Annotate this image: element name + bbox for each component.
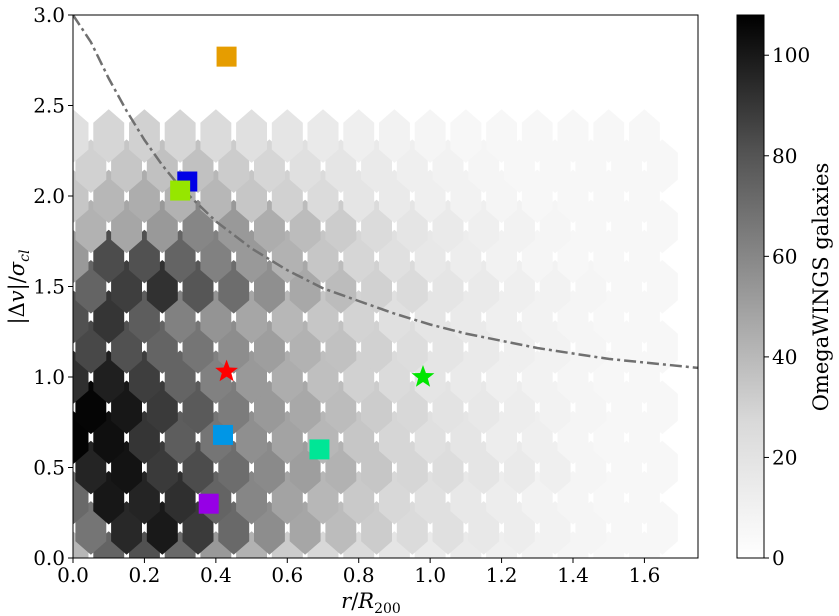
x-tick-label: 1.2 (486, 563, 518, 587)
hexbin-cell (593, 109, 625, 163)
x-tick-label: 0.4 (200, 563, 232, 587)
hexbin-cell (164, 109, 196, 163)
hexbin-cell (450, 109, 482, 163)
y-tick-label: 2.5 (33, 94, 65, 118)
colorbar-tick-label: 20 (772, 445, 797, 469)
hexbin-cell (200, 109, 232, 163)
x-tick-label: 0.0 (57, 563, 89, 587)
colorbar-ticks: 0 20 40 60 80 100 (764, 43, 810, 570)
y-tick-label: 1.0 (33, 365, 65, 389)
hexbin-cell (379, 109, 410, 163)
x-tick-label: 0.2 (129, 563, 161, 587)
x-axis: 0.0 0.2 0.4 0.6 0.8 1.0 1.2 1.4 1.6 (57, 558, 660, 587)
square-marker (213, 424, 233, 445)
marker-layer (170, 46, 435, 514)
colorbar-gradient (736, 14, 765, 559)
x-axis-label: r/R200 (341, 589, 401, 616)
square-marker (309, 439, 330, 460)
y-tick-label: 0.5 (33, 456, 65, 480)
hexbin-cell (486, 109, 517, 163)
colorbar-tick-label: 100 (772, 43, 810, 67)
hexbin-cell (307, 109, 339, 163)
y-tick-label: 2.0 (33, 184, 65, 208)
curve-layer (73, 15, 698, 370)
colorbar-tick-label: 80 (772, 144, 797, 168)
y-axis-label: |Δv|/σcl (5, 250, 33, 325)
hexbin-cell (271, 109, 303, 163)
colorbar-tick-label: 60 (772, 244, 797, 268)
y-tick-label: 1.5 (33, 275, 65, 299)
square-marker (170, 180, 191, 201)
dash-dot-curve (73, 15, 698, 370)
hexbin-cell (521, 109, 553, 163)
y-tick-label: 0.0 (33, 546, 65, 570)
x-tick-label: 1.0 (414, 563, 446, 587)
hexbin-cell (343, 109, 375, 163)
x-tick-label: 0.6 (271, 563, 303, 587)
hexbin-cell (414, 109, 446, 163)
colorbar-tick-label: 0 (772, 546, 785, 570)
hexbin-cell (236, 109, 267, 163)
colorbar: 0 20 40 60 80 100 OmegaWINGS galaxies (736, 14, 833, 570)
star-marker (215, 359, 238, 382)
y-tick-label: 3.0 (33, 3, 65, 27)
x-tick-label: 0.8 (343, 563, 375, 587)
hexbin-layer (73, 109, 678, 558)
colorbar-tick-label: 40 (772, 345, 797, 369)
square-marker (198, 493, 219, 514)
hexbin-cell (73, 109, 89, 163)
star-marker (411, 365, 435, 387)
x-tick-label: 1.6 (629, 563, 661, 587)
x-tick-label: 1.4 (557, 563, 589, 587)
colorbar-label: OmegaWINGS galaxies (809, 163, 833, 412)
square-marker (216, 46, 237, 67)
y-axis: 0.0 0.5 1.0 1.5 2.0 2.5 3.0 (33, 3, 73, 570)
hexbin-cell (93, 109, 125, 163)
hexbin-cell (629, 109, 660, 163)
hexbin-cell (557, 109, 589, 163)
